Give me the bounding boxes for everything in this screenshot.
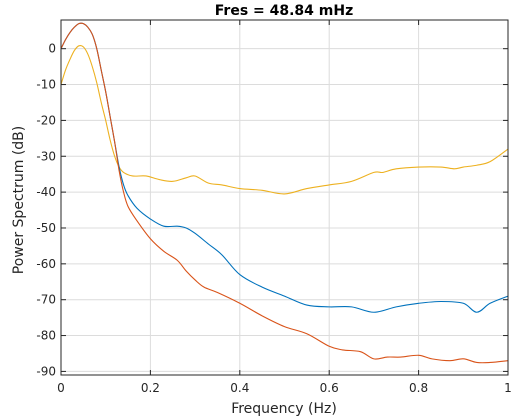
axes-box (60, 19, 509, 376)
y-tick-label: -40 (36, 185, 56, 199)
series-group (60, 22, 509, 364)
x-tick-label: 0 (57, 381, 65, 395)
x-tick-label: 0.4 (230, 381, 249, 395)
y-tick-label: -50 (36, 221, 56, 235)
grid-lines (60, 20, 509, 375)
chart-title: Fres = 48.84 mHz (215, 3, 354, 19)
y-tick-label: -80 (36, 329, 56, 343)
series-line-blue (60, 22, 509, 313)
series-line-yellow (60, 44, 509, 195)
y-axis-label: Power Spectrum (dB) (11, 126, 27, 274)
y-tick-label: -10 (36, 78, 56, 92)
y-tick-label: 0 (48, 42, 56, 56)
y-tick-label: -60 (36, 257, 56, 271)
x-tick-label: 0.6 (320, 381, 339, 395)
x-axis-label: Frequency (Hz) (231, 401, 337, 416)
x-tick-labels: 0 0.2 0.4 0.6 0.8 1 (57, 381, 512, 395)
y-tick-labels: 0 -10 -20 -30 -40 -50 -60 -70 -80 -90 (36, 42, 56, 379)
series-line-red (60, 22, 509, 364)
x-tick-label: 0.2 (141, 381, 160, 395)
y-tick-label: -70 (36, 293, 56, 307)
x-tick-label: 1 (504, 381, 512, 395)
y-tick-label: -30 (36, 149, 56, 163)
y-tick-label: -90 (36, 364, 56, 378)
y-tick-label: -20 (36, 113, 56, 127)
tick-marks (60, 20, 509, 375)
x-tick-label: 0.8 (409, 381, 428, 395)
